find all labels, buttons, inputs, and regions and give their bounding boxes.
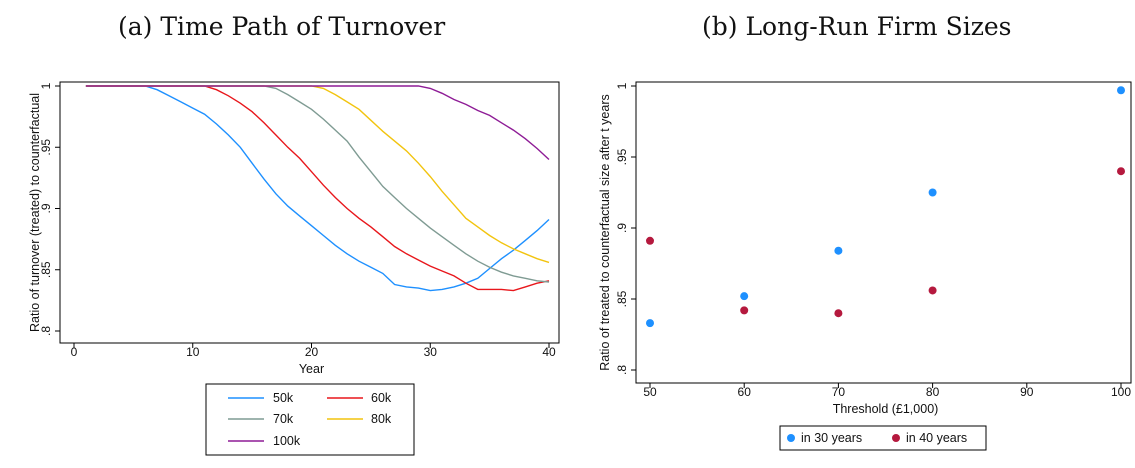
- y-tick-label: .8: [615, 365, 629, 375]
- series-line-100k: [85, 85, 550, 161]
- x-axis-label: Year: [299, 362, 324, 376]
- series-line-80k: [85, 85, 550, 264]
- x-axis-label: Threshold (£1,000): [833, 402, 939, 416]
- data-point-in-30-years: [740, 292, 749, 301]
- legend-marker: [892, 434, 900, 442]
- y-axis-label: Ratio of treated to counterfactual size …: [598, 94, 612, 371]
- series-line-70k: [85, 85, 550, 283]
- legend-box: [779, 425, 987, 451]
- y-tick-label: .9: [615, 223, 629, 233]
- y-tick-label: .85: [39, 261, 53, 278]
- data-point-in-40-years: [740, 306, 749, 315]
- y-tick-label: .95: [39, 139, 53, 156]
- data-point-in-40-years: [646, 236, 654, 245]
- legend-label: 70k: [273, 412, 294, 426]
- data-point-in-40-years: [1117, 167, 1125, 176]
- y-tick-label: .9: [39, 203, 53, 213]
- legend-label: 60k: [371, 391, 392, 405]
- x-tick-label: 30: [424, 345, 438, 359]
- legend-label: in 40 years: [906, 431, 967, 445]
- x-tick-label: 70: [832, 385, 846, 399]
- series-line-60k: [85, 85, 550, 292]
- y-tick-label: 1: [39, 82, 53, 89]
- series-line-50k: [85, 85, 550, 292]
- panel-b-title: (b) Long-Run Firm Sizes: [702, 12, 1012, 41]
- x-tick-label: 100: [1111, 385, 1131, 399]
- data-point-in-30-years: [646, 319, 654, 328]
- x-tick-label: 80: [926, 385, 940, 399]
- y-tick-label: 1: [615, 82, 629, 89]
- legend-label: 80k: [371, 412, 392, 426]
- plot-frame: [59, 81, 560, 344]
- data-point-in-30-years: [834, 246, 843, 255]
- x-tick-label: 20: [305, 345, 319, 359]
- legend-label: 100k: [273, 434, 301, 448]
- legend-label: 50k: [273, 391, 294, 405]
- panel-a-title: (a) Time Path of Turnover: [118, 12, 446, 41]
- y-tick-label: .95: [615, 148, 629, 165]
- x-tick-label: 50: [643, 385, 657, 399]
- x-tick-label: 60: [738, 385, 752, 399]
- x-tick-label: 90: [1020, 385, 1034, 399]
- y-tick-label: .85: [615, 290, 629, 307]
- plot-frame: [635, 81, 1132, 384]
- legend-marker: [787, 434, 795, 442]
- data-point-in-40-years: [928, 286, 937, 295]
- x-tick-label: 10: [186, 345, 200, 359]
- y-tick-label: .8: [39, 326, 53, 336]
- scatter-chart-firm-sizes: .8 .85 .9 .95 1 50 60 70 80 90 100 Threshold (£1,00…: [598, 81, 1132, 451]
- data-point-in-30-years: [928, 188, 937, 197]
- data-point-in-40-years: [834, 309, 843, 318]
- legend-label: in 30 years: [801, 431, 862, 445]
- x-tick-label: 40: [542, 345, 556, 359]
- x-tick-label: 0: [71, 345, 78, 359]
- y-axis-label: Ratio of turnover (treated) to counterfa…: [28, 93, 42, 332]
- data-point-in-30-years: [1117, 86, 1125, 95]
